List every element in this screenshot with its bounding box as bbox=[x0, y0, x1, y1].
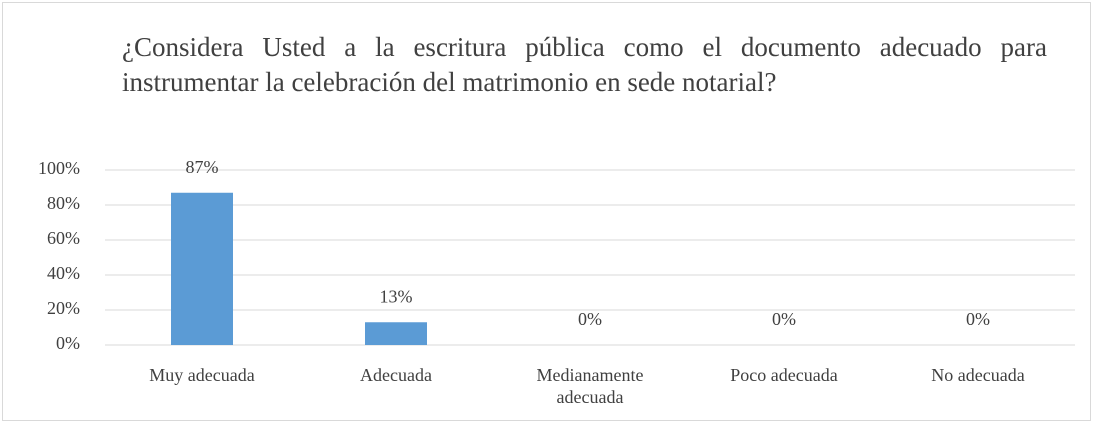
x-tick-label: Muy adecuada bbox=[149, 365, 255, 385]
data-label: 13% bbox=[380, 286, 413, 306]
data-label: 0% bbox=[578, 309, 602, 329]
x-tick-label: Medianamente adecuada bbox=[536, 365, 644, 407]
data-label: 0% bbox=[772, 309, 796, 329]
data-label: 0% bbox=[966, 309, 990, 329]
y-tick-label: 80% bbox=[47, 193, 80, 213]
chart-title: ¿Considera Usted a la escritura pública … bbox=[122, 32, 1047, 97]
y-tick-label: 60% bbox=[47, 228, 80, 248]
y-tick-label: 100% bbox=[38, 158, 80, 178]
y-tick-label: 20% bbox=[47, 298, 80, 318]
y-tick-label: 0% bbox=[56, 333, 80, 353]
x-tick-label: No adecuada bbox=[931, 365, 1025, 385]
x-tick-label: Poco adecuada bbox=[730, 365, 838, 385]
y-tick-label: 40% bbox=[47, 263, 80, 283]
x-tick-label: Adecuada bbox=[360, 365, 432, 385]
bar bbox=[365, 322, 427, 345]
bar bbox=[171, 192, 233, 345]
data-label: 87% bbox=[186, 157, 219, 177]
